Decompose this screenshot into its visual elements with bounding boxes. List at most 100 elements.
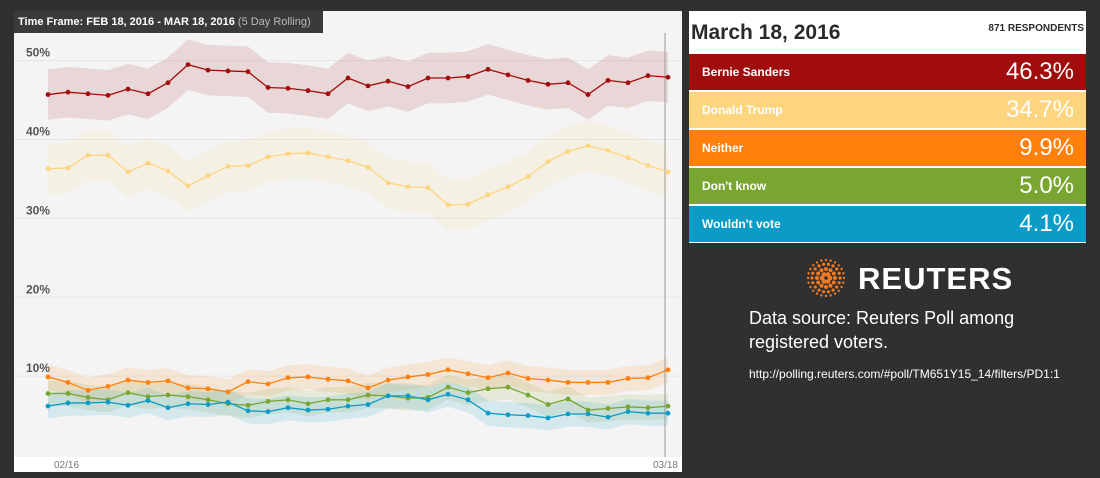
data-point — [125, 169, 131, 175]
x-tick-label: 02/16 — [54, 460, 79, 471]
data-point — [105, 152, 111, 158]
y-tick-label: 50% — [26, 46, 50, 60]
data-point — [605, 380, 611, 385]
data-point — [185, 183, 191, 189]
data-point — [545, 377, 551, 383]
series-band — [48, 374, 668, 423]
data-point — [165, 168, 171, 174]
data-point — [385, 393, 391, 399]
data-point — [45, 92, 51, 97]
series-line — [48, 386, 669, 411]
summary-row-sanders[interactable]: Bernie Sanders 46.3% — [689, 54, 1086, 90]
data-point — [225, 389, 231, 395]
reuters-dot-sphere-icon — [806, 259, 846, 298]
series-line — [47, 145, 669, 206]
data-point — [245, 69, 251, 75]
source-url[interactable]: http://polling.reuters.com/#poll/TM651Y1… — [749, 367, 1060, 381]
data-point — [105, 399, 111, 405]
data-point — [265, 381, 271, 387]
data-point — [525, 77, 531, 83]
data-point — [445, 202, 451, 208]
data-point — [285, 151, 291, 157]
summary-row-wouldnt-vote[interactable]: Wouldn't vote 4.1% — [689, 206, 1086, 242]
line-chart[interactable]: 10% 20% 30% 40% 50% 02/16 03/18 — [14, 11, 682, 472]
series-band — [48, 39, 668, 121]
data-point — [565, 380, 571, 385]
data-point — [145, 160, 151, 166]
data-point — [605, 414, 611, 420]
summary-row-value: 4.1% — [1019, 210, 1074, 237]
data-point — [105, 92, 111, 98]
summary-row-neither[interactable]: Neither 9.9% — [689, 130, 1086, 166]
data-point — [45, 403, 51, 409]
summary-row-name: Wouldn't vote — [702, 217, 781, 231]
data-point — [465, 371, 471, 377]
data-point — [205, 173, 211, 179]
data-point — [85, 400, 91, 406]
data-point — [665, 403, 671, 409]
y-tick-label: 10% — [26, 361, 50, 375]
data-point — [245, 379, 251, 385]
data-point — [465, 74, 471, 79]
data-point — [65, 400, 71, 406]
data-point — [625, 404, 631, 410]
data-point — [65, 165, 71, 171]
data-point — [345, 403, 351, 409]
data-point — [285, 85, 291, 91]
data-point — [545, 159, 551, 165]
data-point — [285, 397, 291, 403]
data-point — [245, 408, 251, 414]
data-point — [485, 192, 491, 198]
data-point — [325, 91, 331, 97]
summary-row-value: 46.3% — [1005, 58, 1074, 85]
data-point — [585, 92, 591, 97]
data-point — [445, 75, 451, 81]
data-point — [325, 376, 331, 382]
data-point — [645, 163, 651, 168]
data-point — [665, 169, 671, 175]
data-point — [245, 402, 251, 408]
data-point — [605, 148, 611, 153]
data-point — [225, 68, 231, 74]
summary-date: March 18, 2016 — [691, 21, 841, 44]
data-point — [125, 390, 131, 396]
data-point — [545, 81, 551, 87]
data-point — [305, 407, 311, 413]
summary-row-trump[interactable]: Donald Trump 34.7% — [689, 92, 1086, 128]
data-point — [165, 80, 171, 86]
summary-row-name: Donald Trump — [702, 103, 783, 117]
series-line — [47, 393, 668, 419]
data-point — [645, 410, 651, 416]
data-point — [645, 405, 651, 411]
data-point — [505, 384, 511, 390]
data-point — [505, 370, 511, 376]
series-band — [48, 357, 668, 405]
data-point — [465, 201, 471, 207]
chart-panel: 10% 20% 30% 40% 50% 02/16 03/18 Time Frame: FE… — [14, 11, 682, 472]
data-point — [325, 397, 331, 403]
data-point — [165, 405, 171, 411]
data-point — [405, 84, 411, 90]
data-point — [125, 86, 131, 92]
data-point — [485, 66, 491, 72]
data-point — [325, 154, 331, 160]
series-line — [47, 369, 669, 393]
data-point — [265, 85, 271, 90]
data-point — [345, 378, 351, 384]
data-point — [205, 386, 211, 392]
data-point — [425, 372, 431, 377]
timeframe-banner: Time Frame: FEB 18, 2016 - MAR 18, 2016 … — [14, 11, 323, 33]
data-point — [565, 148, 571, 154]
logo-text: REUTERS — [858, 261, 1014, 296]
data-point — [145, 398, 151, 403]
data-point — [205, 67, 211, 73]
data-point — [185, 394, 191, 400]
data-point — [65, 89, 71, 95]
summary-row-dont-know[interactable]: Don't know 5.0% — [689, 168, 1086, 204]
data-point — [225, 163, 231, 169]
data-point — [65, 391, 71, 396]
data-point — [485, 410, 491, 416]
data-point — [505, 412, 511, 418]
data-point — [505, 184, 511, 190]
data-point — [245, 163, 251, 168]
